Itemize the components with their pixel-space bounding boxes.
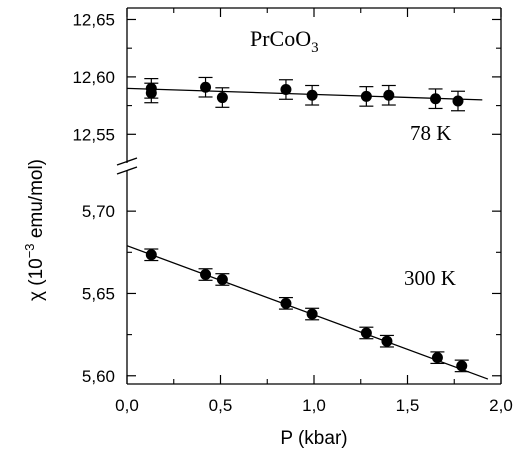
series-label-78k: 78 K [410, 121, 451, 145]
compound-title: PrCoO3 [250, 26, 319, 56]
data-point [200, 269, 212, 281]
y-tick-label: 12,55 [72, 125, 115, 144]
data-point [280, 297, 292, 309]
x-tick-label: 1,0 [302, 396, 326, 415]
data-point [280, 84, 292, 96]
data-point [306, 308, 318, 320]
y-tick-label: 12,65 [72, 10, 115, 29]
data-point [452, 95, 464, 107]
axis-break-mark-bottom [116, 166, 138, 175]
y-tick-label: 12,60 [72, 68, 115, 87]
compound-name: PrCoO [250, 26, 311, 51]
x-tick-label: 2,0 [489, 396, 513, 415]
x-tick-label: 0,5 [209, 396, 233, 415]
upper-panel: 12,55 12,60 12,65 [72, 10, 501, 144]
y-axis-title: χ (10−3 emu/mol) [22, 159, 47, 301]
data-point [216, 273, 228, 285]
data-point [200, 81, 212, 93]
y-tick-label: 5,70 [82, 202, 115, 221]
data-point [306, 89, 318, 101]
y-axis-title-sup: −3 [22, 243, 37, 258]
plot-frame [116, 7, 502, 385]
axis-break-mark-top [116, 157, 138, 166]
data-point [430, 93, 442, 105]
lower-panel: 5,60 5,65 5,70 [82, 202, 501, 386]
data-point [145, 87, 157, 99]
data-point [381, 335, 393, 347]
x-axis: 0,0 0,5 1,0 1,5 2,0 [115, 8, 513, 415]
data-point [383, 89, 395, 101]
data-point [145, 249, 157, 261]
y-axis-title-tail: emu/mol) [26, 159, 47, 243]
data-point [360, 90, 372, 102]
data-point [216, 92, 228, 104]
x-tick-label: 1,5 [396, 396, 420, 415]
y-axis-title-main: χ (10 [26, 258, 47, 301]
fit-line [126, 87, 483, 101]
y-tick-label: 5,60 [82, 367, 115, 386]
series-label-300k: 300 K [404, 266, 456, 290]
data-point [360, 327, 372, 339]
data-point [431, 352, 443, 364]
x-tick-label: 0,0 [115, 396, 139, 415]
compound-subscript: 3 [311, 40, 319, 56]
y-tick-label: 5,65 [82, 284, 115, 303]
data-point [456, 360, 468, 372]
x-axis-title: P (kbar) [280, 428, 347, 449]
